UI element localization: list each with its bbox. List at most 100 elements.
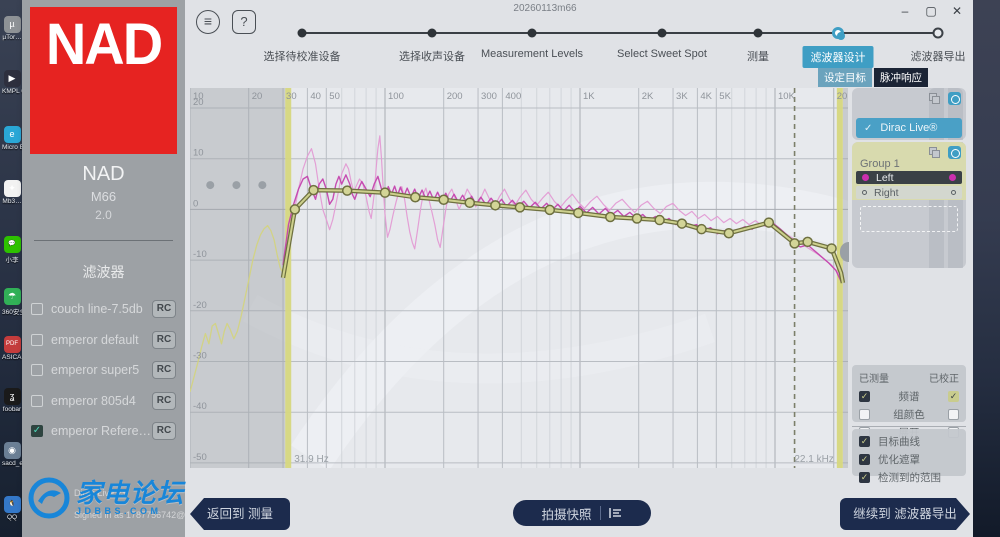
desktop-icon-mp3[interactable]: ✦ Mb3…	[2, 180, 22, 205]
toggle-checkbox[interactable]: ✓	[859, 471, 870, 483]
solo-group-icon[interactable]	[948, 146, 961, 159]
filter-checkbox[interactable]	[31, 364, 43, 376]
subtab-active[interactable]: 设定目标	[818, 68, 872, 87]
close-button[interactable]: ✕	[951, 4, 963, 18]
channel-row-right[interactable]: Right	[856, 186, 962, 199]
desktop-icon-label: KMPL 643	[2, 88, 22, 95]
desktop-icon-kmplayer[interactable]: ▶KMPL 643	[2, 70, 22, 95]
rc-button[interactable]: RC	[152, 300, 176, 318]
continue-to-export-button[interactable]: 继续到 滤波器导出	[840, 498, 970, 530]
filter-checkbox[interactable]	[31, 394, 43, 407]
step-label-4[interactable]: Select Sweet Spot	[617, 48, 707, 60]
overlay-toggle-row: ✓ 目标曲线	[852, 432, 966, 450]
step-node-3[interactable]	[527, 28, 537, 38]
filter-checkbox[interactable]	[31, 303, 43, 315]
filter-checkbox[interactable]: ✓	[31, 425, 43, 437]
step-label-1[interactable]: 选择待校准设备	[263, 51, 341, 63]
desktop-icon-label: Mb3…	[2, 198, 22, 205]
measured-column-header: 已测量	[859, 374, 889, 385]
step-node-4[interactable]	[657, 28, 667, 38]
svg-text:-30: -30	[193, 351, 207, 362]
desktop-icon-wechat[interactable]: 💬 小李	[2, 236, 22, 264]
step-node-5[interactable]	[753, 28, 763, 38]
svg-text:40: 40	[310, 91, 321, 102]
channel-row-left[interactable]: Left	[856, 171, 962, 184]
group-drop-area[interactable]	[860, 206, 958, 232]
filter-item[interactable]: emperor default RC	[31, 327, 176, 353]
filter-checkbox[interactable]	[31, 333, 43, 346]
snapshot-divider	[599, 506, 601, 520]
svg-text:-10: -10	[193, 249, 207, 260]
svg-text:-40: -40	[193, 401, 207, 412]
desktop-icon-360[interactable]: ☂ 360安全	[2, 288, 22, 316]
snapshot-button[interactable]: 拍摄快照	[513, 500, 651, 526]
menu-button[interactable]: ≡	[196, 10, 220, 34]
step-label-2[interactable]: 选择收声设备	[399, 51, 465, 63]
step-node-2[interactable]	[427, 28, 437, 38]
watermark-cn: 家电论坛	[76, 478, 185, 508]
forum-watermark: 家电论坛 JDBBS.COM	[28, 477, 184, 519]
frequency-response-chart[interactable]: 10203040501002003004001K2K3K4K5K10K20K20…	[189, 88, 867, 471]
svg-text:31.9 Hz: 31.9 Hz	[294, 454, 328, 465]
toggle-checkbox[interactable]: ✓	[948, 390, 959, 402]
toggle-label: 组颜色	[893, 408, 925, 421]
desktop-icon-sacd[interactable]: ◉sacd_e GUI -	[2, 442, 22, 467]
step-node-1[interactable]	[297, 28, 307, 38]
pdf-icon: PDF	[3, 336, 21, 353]
group-card: Group 1 Left Right	[852, 142, 966, 268]
svg-text:20: 20	[252, 91, 263, 102]
desktop-icon-label: foobar	[2, 406, 22, 413]
step-node-6[interactable]	[832, 27, 845, 40]
dirac-live-bar[interactable]: ✓ Dirac Live®	[856, 118, 962, 138]
filter-item[interactable]: couch line-7.5db RC	[31, 296, 176, 322]
filter-item[interactable]: ✓ emperor Refere… RC	[31, 418, 176, 444]
rc-button[interactable]: RC	[152, 361, 176, 379]
step-label-7[interactable]: 滤波器导出	[910, 51, 966, 63]
desktop-icon-label: ASICA V21	[2, 354, 22, 361]
svg-text:50: 50	[329, 91, 340, 102]
rc-button[interactable]: RC	[152, 391, 176, 410]
step-node-7[interactable]	[932, 27, 944, 39]
back-to-measure-button[interactable]: 返回到 测量	[190, 498, 290, 530]
toggle-checkbox[interactable]	[859, 408, 870, 420]
desktop-icon-utorrent[interactable]: µ µTor…	[2, 16, 22, 41]
toggle-checkbox[interactable]: ✓	[859, 453, 870, 465]
desktop-icon-foobar[interactable]: ʓ foobar	[2, 388, 22, 413]
restore-button[interactable]: ▢	[925, 4, 937, 18]
solo-device-icon[interactable]	[948, 92, 961, 105]
step-label-3[interactable]: Measurement Levels	[480, 48, 584, 60]
window-controls: – ▢ ✕	[897, 4, 965, 18]
svg-text:3K: 3K	[676, 91, 688, 102]
filter-item[interactable]: emperor 805d4 RC	[31, 388, 176, 414]
toggle-checkbox[interactable]: ✓	[859, 390, 870, 402]
panel-divider	[852, 426, 966, 427]
stepper-line	[302, 32, 938, 34]
filter-item[interactable]: emperor super5 RC	[31, 357, 176, 383]
filter-label: emperor 805d4	[51, 393, 136, 408]
minimize-button[interactable]: –	[901, 4, 909, 18]
channel-label: Right	[874, 186, 899, 199]
copy-filter-icon[interactable]	[929, 93, 940, 104]
toggle-checkbox[interactable]	[948, 408, 959, 420]
svg-text:0: 0	[193, 198, 198, 209]
svg-text:10: 10	[193, 91, 204, 102]
check-icon: ✓	[864, 123, 873, 134]
desktop-icon-qq[interactable]: 🐧 QQ	[2, 496, 22, 521]
rc-button[interactable]: RC	[152, 330, 176, 349]
chart-drawer-handle[interactable]	[840, 242, 849, 262]
channel-color-dot	[951, 190, 956, 195]
overlay-toggles-card: ✓ 目标曲线 ✓ 优化遮罩 ✓ 检测到的范围	[852, 429, 966, 484]
help-button[interactable]: ?	[232, 10, 256, 34]
subtab-inactive[interactable]: 脉冲响应	[874, 68, 928, 87]
toggle-checkbox[interactable]: ✓	[859, 435, 870, 447]
step-label-5[interactable]: 测量	[747, 51, 769, 63]
sidebar: NAD NAD M66 2.0 滤波器 couch line-7.5db RC em…	[22, 0, 215, 537]
copy-group-icon[interactable]	[929, 147, 940, 158]
svg-text:400: 400	[505, 91, 521, 102]
step-label-6[interactable]: 滤波器设计	[802, 46, 874, 68]
rc-button[interactable]: RC	[152, 422, 176, 440]
toggle-label: 目标曲线	[878, 435, 920, 448]
svg-text:20: 20	[193, 97, 204, 108]
